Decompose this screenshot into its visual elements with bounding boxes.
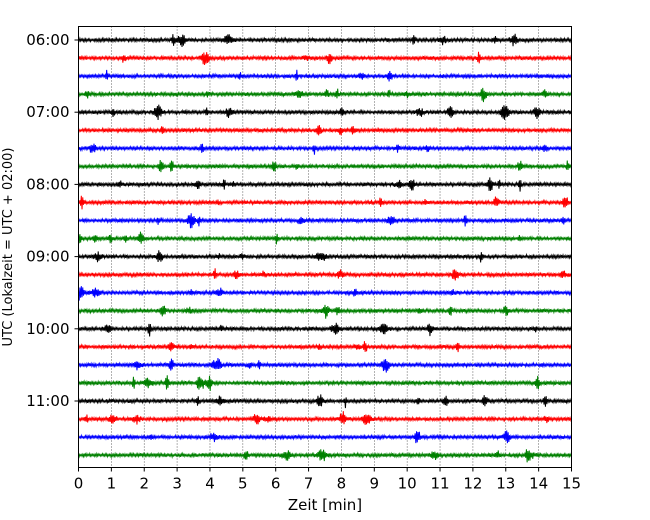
trace-0630 [78,69,572,82]
plot-frame [78,26,572,468]
y-tick-label-0700: 07:00 [26,103,69,121]
trace-1015 [78,341,572,353]
x-axis-ticks: 0 1 2 3 4 5 6 7 8 9 10 11 12 13 14 15 [74,467,581,493]
trace-1045 [78,375,572,392]
trace-0945 [78,304,572,319]
trace-0900 [78,250,572,263]
x-tick-label-11: 11 [430,475,449,493]
x-tick-label-14: 14 [529,475,548,493]
trace-1115 [78,411,572,425]
trace-1000 [78,322,572,337]
x-tick-label-0: 0 [74,475,84,493]
trace-0700 [78,104,572,120]
x-axis-title: Zeit [min] [288,496,362,514]
trace-0645 [78,87,572,103]
trace-0730 [78,143,572,155]
trace-0930 [78,286,572,301]
y-tick-label-0900: 09:00 [26,248,69,266]
seismic-traces [78,33,572,463]
x-tick-label-8: 8 [337,475,347,493]
trace-0830 [78,213,572,229]
x-tick-label-9: 9 [370,475,380,493]
x-tick-label-6: 6 [271,475,281,493]
x-tick-label-13: 13 [496,475,515,493]
x-tick-label-10: 10 [398,475,417,493]
x-tick-label-2: 2 [139,475,149,493]
trace-1030 [78,357,572,373]
trace-0800 [78,177,572,192]
trace-0815 [78,195,572,210]
y-tick-label-1100: 11:00 [26,392,69,410]
x-tick-label-3: 3 [172,475,182,493]
trace-1145 [78,449,572,463]
trace-0745 [78,159,572,173]
trace-0845 [78,231,572,245]
trace-0615 [78,51,572,66]
y-axis-ticks: 06:00 07:00 08:00 09:00 10:00 11:00 [26,31,79,410]
x-tick-label-1: 1 [107,475,117,493]
trace-0715 [78,124,572,136]
y-axis-title: UTC (Lokalzeit = UTC + 02:00) [1,148,16,347]
trace-1100 [78,394,572,409]
x-tick-label-12: 12 [463,475,482,493]
trace-0915 [78,268,572,281]
y-tick-label-0800: 08:00 [26,175,69,193]
x-tick-label-15: 15 [562,475,581,493]
trace-1130 [78,430,572,444]
y-tick-label-1000: 10:00 [26,320,69,338]
trace-0600 [78,33,572,48]
x-tick-label-4: 4 [205,475,215,493]
x-tick-label-5: 5 [238,475,248,493]
y-tick-label-0600: 06:00 [26,31,69,49]
x-tick-label-7: 7 [304,475,314,493]
